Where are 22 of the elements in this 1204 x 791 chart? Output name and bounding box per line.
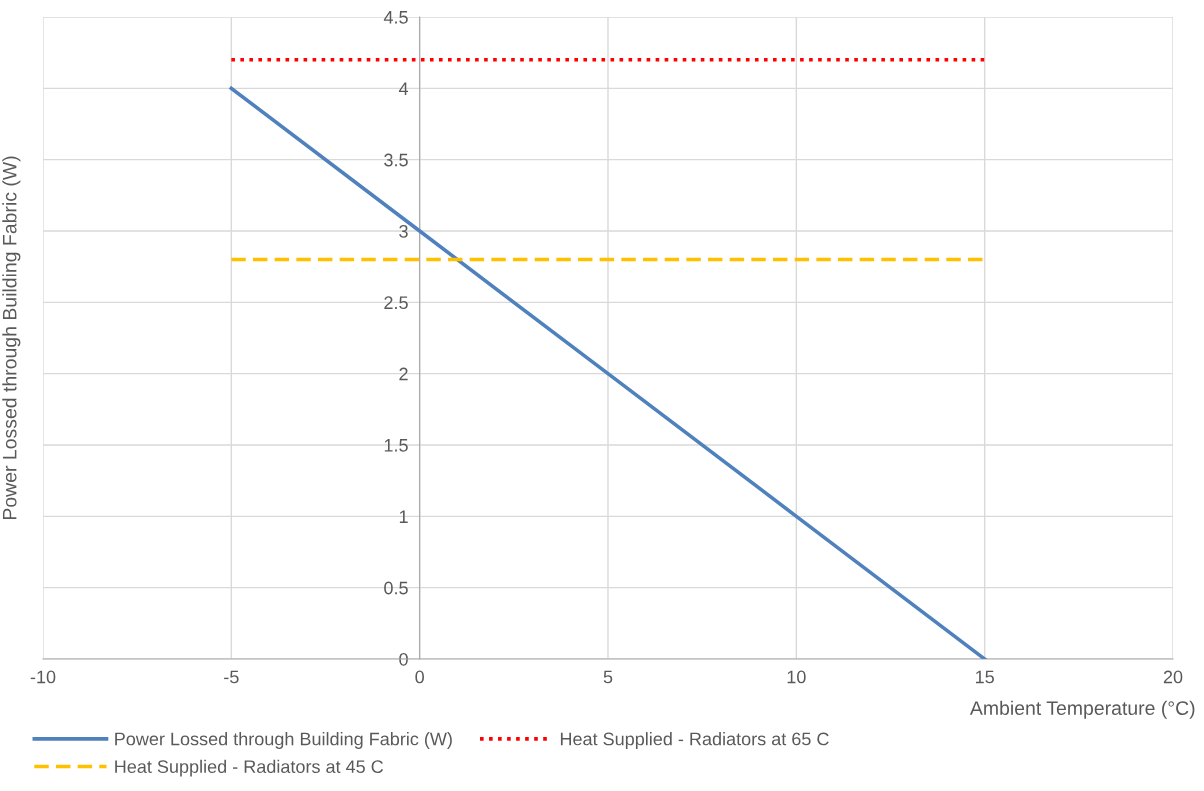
x-tick-label: 5 bbox=[603, 670, 613, 684]
y-tick-label: 2.5 bbox=[384, 296, 408, 310]
y-tick-label: 0 bbox=[399, 652, 408, 666]
y-tick-label: 2 bbox=[399, 367, 408, 381]
x-tick-label: -10 bbox=[30, 670, 56, 684]
y-tick-label: 4 bbox=[398, 82, 409, 95]
y-axis-title: Power Lossed through Building Fabric (W) bbox=[2, 156, 21, 520]
y-tick-label: 1 bbox=[399, 510, 408, 523]
y-tick-label: 1.5 bbox=[384, 439, 408, 452]
x-tick-label: -5 bbox=[224, 670, 239, 684]
x-axis-title: Ambient Temperature (°C) bbox=[969, 700, 1195, 719]
y-tick-label: 3.5 bbox=[384, 153, 408, 167]
y-tick-label: 3 bbox=[399, 224, 408, 238]
legend-label: Power Lossed through Building Fabric (W) bbox=[115, 732, 452, 749]
y-tick-label: 0.5 bbox=[384, 581, 408, 595]
y-tick-label: 4.5 bbox=[383, 11, 408, 24]
legend-label: Heat Supplied - Radiators at 45 C bbox=[115, 759, 384, 777]
x-tick-label: 0 bbox=[415, 670, 424, 684]
x-tick-label: 10 bbox=[787, 670, 806, 684]
legend-label: Heat Supplied - Radiators at 65 C bbox=[560, 732, 829, 749]
x-tick-label: 20 bbox=[1163, 670, 1183, 684]
x-tick-label: 15 bbox=[976, 670, 994, 684]
